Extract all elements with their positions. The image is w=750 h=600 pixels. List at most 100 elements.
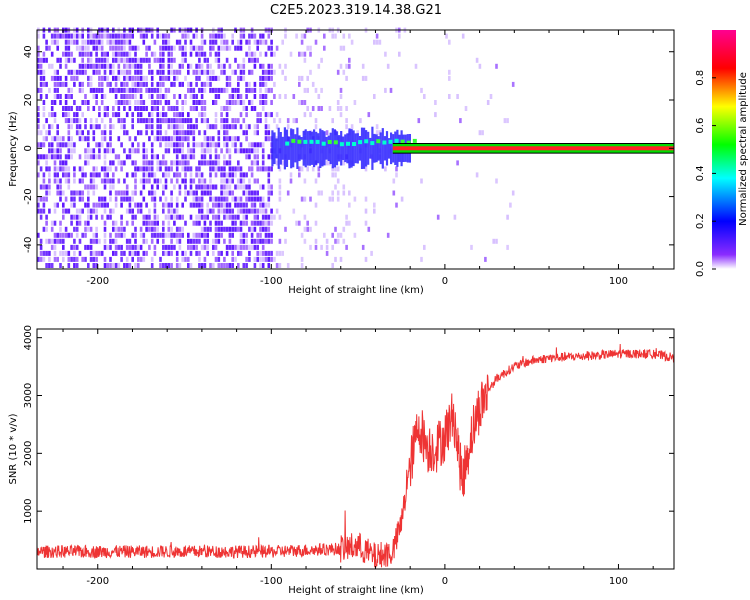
spectrogram-cell	[131, 160, 134, 166]
spectrogram-cell	[184, 178, 187, 184]
spectrogram-cell	[267, 33, 271, 39]
spectrogram-cell	[81, 45, 84, 51]
spectrogram-cell	[134, 45, 137, 51]
spectrogram-cell	[189, 87, 193, 93]
spectrogram-cell	[106, 81, 109, 87]
spectrogram-cell	[145, 166, 148, 172]
spectrogram-cell	[162, 184, 165, 190]
signal-spread	[342, 136, 345, 161]
signal-spread	[319, 128, 322, 168]
spectrogram-cell	[200, 39, 204, 45]
spectrogram-cell	[112, 220, 115, 226]
spectrogram-cell	[109, 263, 112, 268]
spectrogram-cell	[264, 69, 268, 75]
spectrogram-cell	[217, 33, 221, 39]
spectrogram-cell	[184, 130, 187, 136]
spectrogram-cell	[189, 172, 193, 178]
spectrogram-cell	[317, 94, 321, 99]
spectrogram-cell	[259, 100, 262, 105]
spectrogram-cell	[234, 45, 237, 51]
spectrogram-cell	[306, 220, 309, 226]
spectrogram-cell	[153, 51, 157, 57]
spectrogram-cell	[375, 124, 379, 130]
spectrogram-cell	[250, 166, 254, 172]
signal-spread	[302, 130, 305, 166]
spectrogram-cell	[303, 178, 307, 184]
spectrogram-cell	[245, 202, 248, 208]
spectrogram-cell	[139, 256, 143, 262]
spectrogram-cell	[178, 81, 182, 87]
spectrogram-cell	[92, 238, 96, 244]
spectrogram-cell	[264, 232, 268, 238]
spectrogram-cell	[237, 100, 240, 105]
spectrogram-cell	[128, 51, 132, 57]
spectrogram-cell	[239, 232, 243, 238]
spectrogram-cell	[225, 196, 229, 202]
spectrogram-cell	[234, 256, 237, 262]
spectrogram-cell	[48, 184, 51, 190]
spectrogram-cell	[139, 75, 143, 81]
spectrogram-cell	[195, 51, 198, 57]
spectrogram-cell	[81, 178, 84, 184]
spectrogram-cell	[220, 87, 223, 93]
figure-title: C2E5.2023.319.14.38.G21	[270, 3, 442, 18]
spectrogram-cell	[134, 232, 137, 238]
spectrogram-cell	[189, 166, 193, 172]
spectrogram-cell	[137, 45, 140, 51]
spectrogram-cell	[367, 112, 371, 118]
spectrogram-cell	[206, 148, 209, 154]
spectrogram-cell	[334, 184, 337, 190]
spectrogram-cell	[323, 232, 326, 238]
spectrogram-cell	[242, 232, 246, 238]
spectrogram-cell	[78, 63, 82, 69]
spectrogram-cell	[125, 81, 129, 87]
spectrogram-cell	[486, 100, 490, 105]
spectrogram-cell	[67, 130, 71, 136]
spectrogram-cell	[150, 112, 154, 118]
spectrogram-cell	[134, 69, 137, 75]
spectrogram-cell	[123, 63, 126, 69]
spectrogram-cell	[253, 124, 257, 130]
spectrogram-cell	[150, 75, 154, 81]
spectrogram-cell	[225, 45, 229, 51]
spectrogram-cells	[37, 27, 515, 268]
spectrogram-cell	[220, 118, 223, 124]
spectrogram-cell	[181, 136, 184, 142]
spectrogram-cell	[84, 39, 87, 45]
spectrogram-cell	[220, 172, 223, 178]
spectrogram-cell	[103, 69, 107, 75]
spectrogram-cell	[214, 232, 218, 238]
spectrogram-cell	[53, 208, 57, 214]
spectrogram-cell	[314, 124, 318, 130]
spectrogram-cell	[142, 154, 146, 160]
spectrogram-cell	[259, 63, 262, 69]
spectrogram-cell	[200, 112, 204, 118]
spectrogram-cell	[59, 154, 62, 160]
spectrogram-cell	[39, 130, 43, 136]
spectrogram-cell	[364, 208, 368, 214]
spectrogram-cell	[139, 208, 143, 214]
spectrogram-cell	[259, 256, 262, 262]
spectrogram-cell	[75, 75, 79, 81]
spectrogram-cell	[95, 63, 98, 69]
spectrogram-cell	[131, 196, 134, 202]
spectrogram-cell	[81, 196, 84, 202]
spectrogram-cell	[125, 69, 129, 75]
spectrogram-cell	[270, 69, 273, 75]
spectrogram-cell	[87, 160, 90, 166]
spectrogram-cell	[134, 75, 137, 81]
signal-blob	[364, 139, 369, 144]
spectrogram-cell	[228, 238, 232, 244]
spectrogram-cell	[414, 63, 418, 69]
spectrogram-cell	[109, 178, 112, 184]
spectrogram-cell	[248, 69, 251, 75]
spectrogram-cell	[187, 124, 190, 130]
spectrogram-cell	[148, 57, 151, 63]
snr-background	[37, 329, 674, 569]
spectrogram-cell	[117, 112, 121, 118]
spectrogram-cell	[225, 75, 229, 81]
spectrogram-cell	[195, 166, 198, 172]
spectrogram-cell	[187, 263, 190, 268]
spectrogram-cell	[150, 226, 154, 232]
